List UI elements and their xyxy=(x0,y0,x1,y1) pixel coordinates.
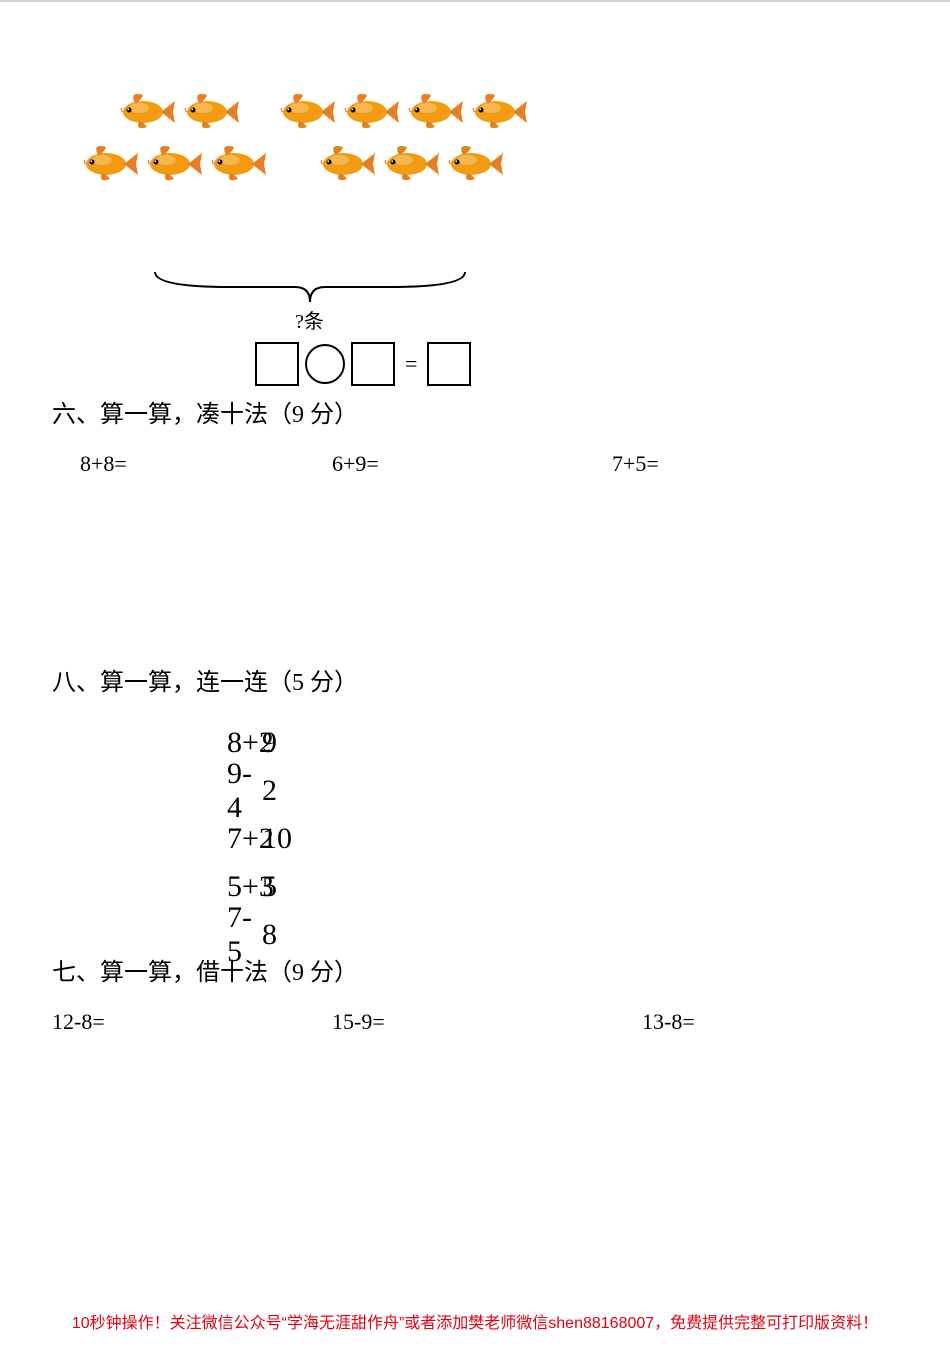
fish-icon xyxy=(339,87,399,132)
fish-icon xyxy=(379,139,439,184)
problem: 13-8= xyxy=(642,1009,842,1035)
fish-icon xyxy=(78,139,138,184)
match-answer: 2 xyxy=(252,774,332,808)
match-expression: 8+2 xyxy=(52,726,252,760)
footer-note: 10秒钟操作！关注微信公众号“学海无涯甜作舟”或者添加樊老师微信shen8816… xyxy=(0,1309,950,1333)
section-6-problems: 8+8= 6+9= 7+5= xyxy=(52,451,892,477)
section-7: 七、算一算，借十法（9 分） 12-8= 15-9= 13-8= xyxy=(52,952,892,1035)
match-answer: 5 xyxy=(252,870,332,904)
equation-template: = xyxy=(255,342,471,386)
section-6: 六、算一算，凑十法（9 分） 8+8= 6+9= 7+5= xyxy=(52,394,892,477)
problem: 8+8= xyxy=(52,451,332,477)
fish-icon xyxy=(467,87,527,132)
section-8-title: 八、算一算，连一连（5 分） xyxy=(52,662,892,697)
problem: 6+9= xyxy=(332,451,612,477)
brace-label: ?条 xyxy=(295,305,324,334)
fish-icon xyxy=(179,87,239,132)
section-7-problems: 12-8= 15-9= 13-8= xyxy=(52,1009,892,1035)
match-answer: 8 xyxy=(252,918,332,952)
result-box[interactable] xyxy=(427,342,471,386)
section-7-title: 七、算一算，借十法（9 分） xyxy=(52,952,892,987)
fish-icon xyxy=(403,87,463,132)
operand-box-2[interactable] xyxy=(351,342,395,386)
fish-icon xyxy=(115,87,175,132)
match-answer: 9 xyxy=(252,726,332,760)
curly-brace xyxy=(150,267,470,307)
section-8: 八、算一算，连一连（5 分） 8+299-427+2105+357-58 xyxy=(52,662,892,959)
match-row: 7+210 xyxy=(52,815,892,863)
match-expression: 9-4 xyxy=(52,757,252,825)
problem: 15-9= xyxy=(332,1009,642,1035)
match-expression: 5+3 xyxy=(52,870,252,904)
fish-problem: ?条 = xyxy=(70,77,550,207)
operand-box-1[interactable] xyxy=(255,342,299,386)
problem: 7+5= xyxy=(612,451,812,477)
section-6-title: 六、算一算，凑十法（9 分） xyxy=(52,394,892,429)
problem: 12-8= xyxy=(52,1009,332,1035)
fish-icon xyxy=(443,139,503,184)
match-row: 9-42 xyxy=(52,767,892,815)
fish-icon xyxy=(206,139,266,184)
fish-icon xyxy=(315,139,375,184)
operator-box[interactable] xyxy=(305,344,345,384)
match-table: 8+299-427+2105+357-58 xyxy=(52,719,892,959)
match-expression: 7+2 xyxy=(52,822,252,856)
equals-sign: = xyxy=(401,351,421,377)
fish-icon xyxy=(142,139,202,184)
worksheet-page: ?条 = 六、算一算，凑十法（9 分） 8+8= 6+9= 7+5= 八、算一算… xyxy=(0,0,950,1347)
fish-icon xyxy=(275,87,335,132)
fish-rows xyxy=(70,77,550,207)
match-answer: 10 xyxy=(252,822,332,856)
